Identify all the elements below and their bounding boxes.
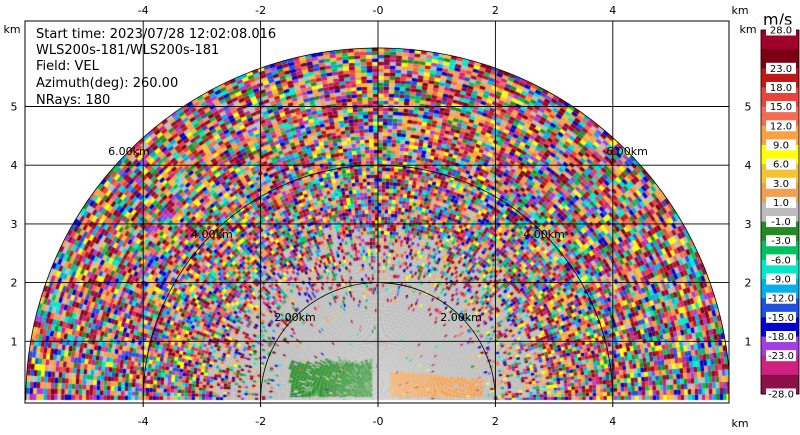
x-tick-label-bottom: 2 [492,415,499,428]
x-tick-label-bottom: -4 [138,415,149,428]
x-tick-label-bottom: -2 [255,415,266,428]
y-tick-label-right: 1 [745,335,752,348]
y-tick-label-right: 2 [745,277,752,290]
colorbar-level-label: -18.0 [768,332,794,343]
x-tick-label-bottom: -0 [373,415,384,428]
colorbar-level-label: -1.0 [771,217,791,228]
x-tick-label-top: -4 [138,4,149,17]
y-axis-unit-left: km [3,23,20,36]
colorbar-level-label: 1.0 [773,198,789,209]
colorbar-level-label: 23.0 [770,64,792,75]
colorbar-level-label: -23.0 [768,351,794,362]
colorbar-level-label: -15.0 [768,313,794,324]
info-instrument: WLS200s-181/WLS200s-181 [36,43,219,58]
info-azimuth: Azimuth(deg): 260.00 [36,76,178,91]
info-start-time: Start time: 2023/07/28 12:02:08.016 [36,27,276,42]
info-nrays: NRays: 180 [36,93,110,108]
x-tick-label-top: 4 [609,4,616,17]
y-tick-label-right: 5 [745,101,752,114]
colorbar-level-label: -9.0 [771,275,791,286]
x-tick-label-top: -0 [373,4,384,17]
colorbar-level-label: 18.0 [770,83,792,94]
x-tick-label-top: -2 [255,4,266,17]
colorbar-level-label: 15.0 [770,102,792,113]
colorbar-level-label: -6.0 [771,255,791,266]
x-axis-unit-bottom: km [731,417,748,430]
y-tick-label-left: 5 [11,101,18,114]
range-ring-label: 2.00km [274,311,316,324]
x-tick-label-bottom: 4 [609,415,616,428]
range-ring-label: 4.00km [523,228,565,241]
colorbar-level-label: -12.0 [768,294,794,305]
y-tick-label-right: 3 [745,218,752,231]
colorbar-level-label: 12.0 [770,121,792,132]
range-ring-label: 2.00km [440,311,482,324]
y-tick-label-left: 1 [11,335,18,348]
colorbar-level-label: 6.0 [773,160,789,171]
colorbar: m/s 28.023.018.015.012.09.06.03.01.0-1.0… [761,10,799,401]
colorbar-level-label: -3.0 [771,236,791,247]
colorbar-level-label: 3.0 [773,179,789,190]
y-tick-label-left: 3 [11,218,18,231]
range-ring-label: 4.00km [191,228,233,241]
colorbar-level-label: 28.0 [770,26,792,37]
y-tick-label-left: 4 [11,159,18,172]
x-tick-label-top: 2 [492,4,499,17]
colorbar-level-label: 9.0 [773,140,789,151]
x-axis-unit-top: km [731,4,748,17]
info-field: Field: VEL [36,59,100,74]
colorbar-level-label: -28.0 [768,390,794,401]
y-tick-label-right: 4 [745,159,752,172]
y-axis-unit-right: km [739,23,756,36]
y-tick-label-left: 2 [11,277,18,290]
